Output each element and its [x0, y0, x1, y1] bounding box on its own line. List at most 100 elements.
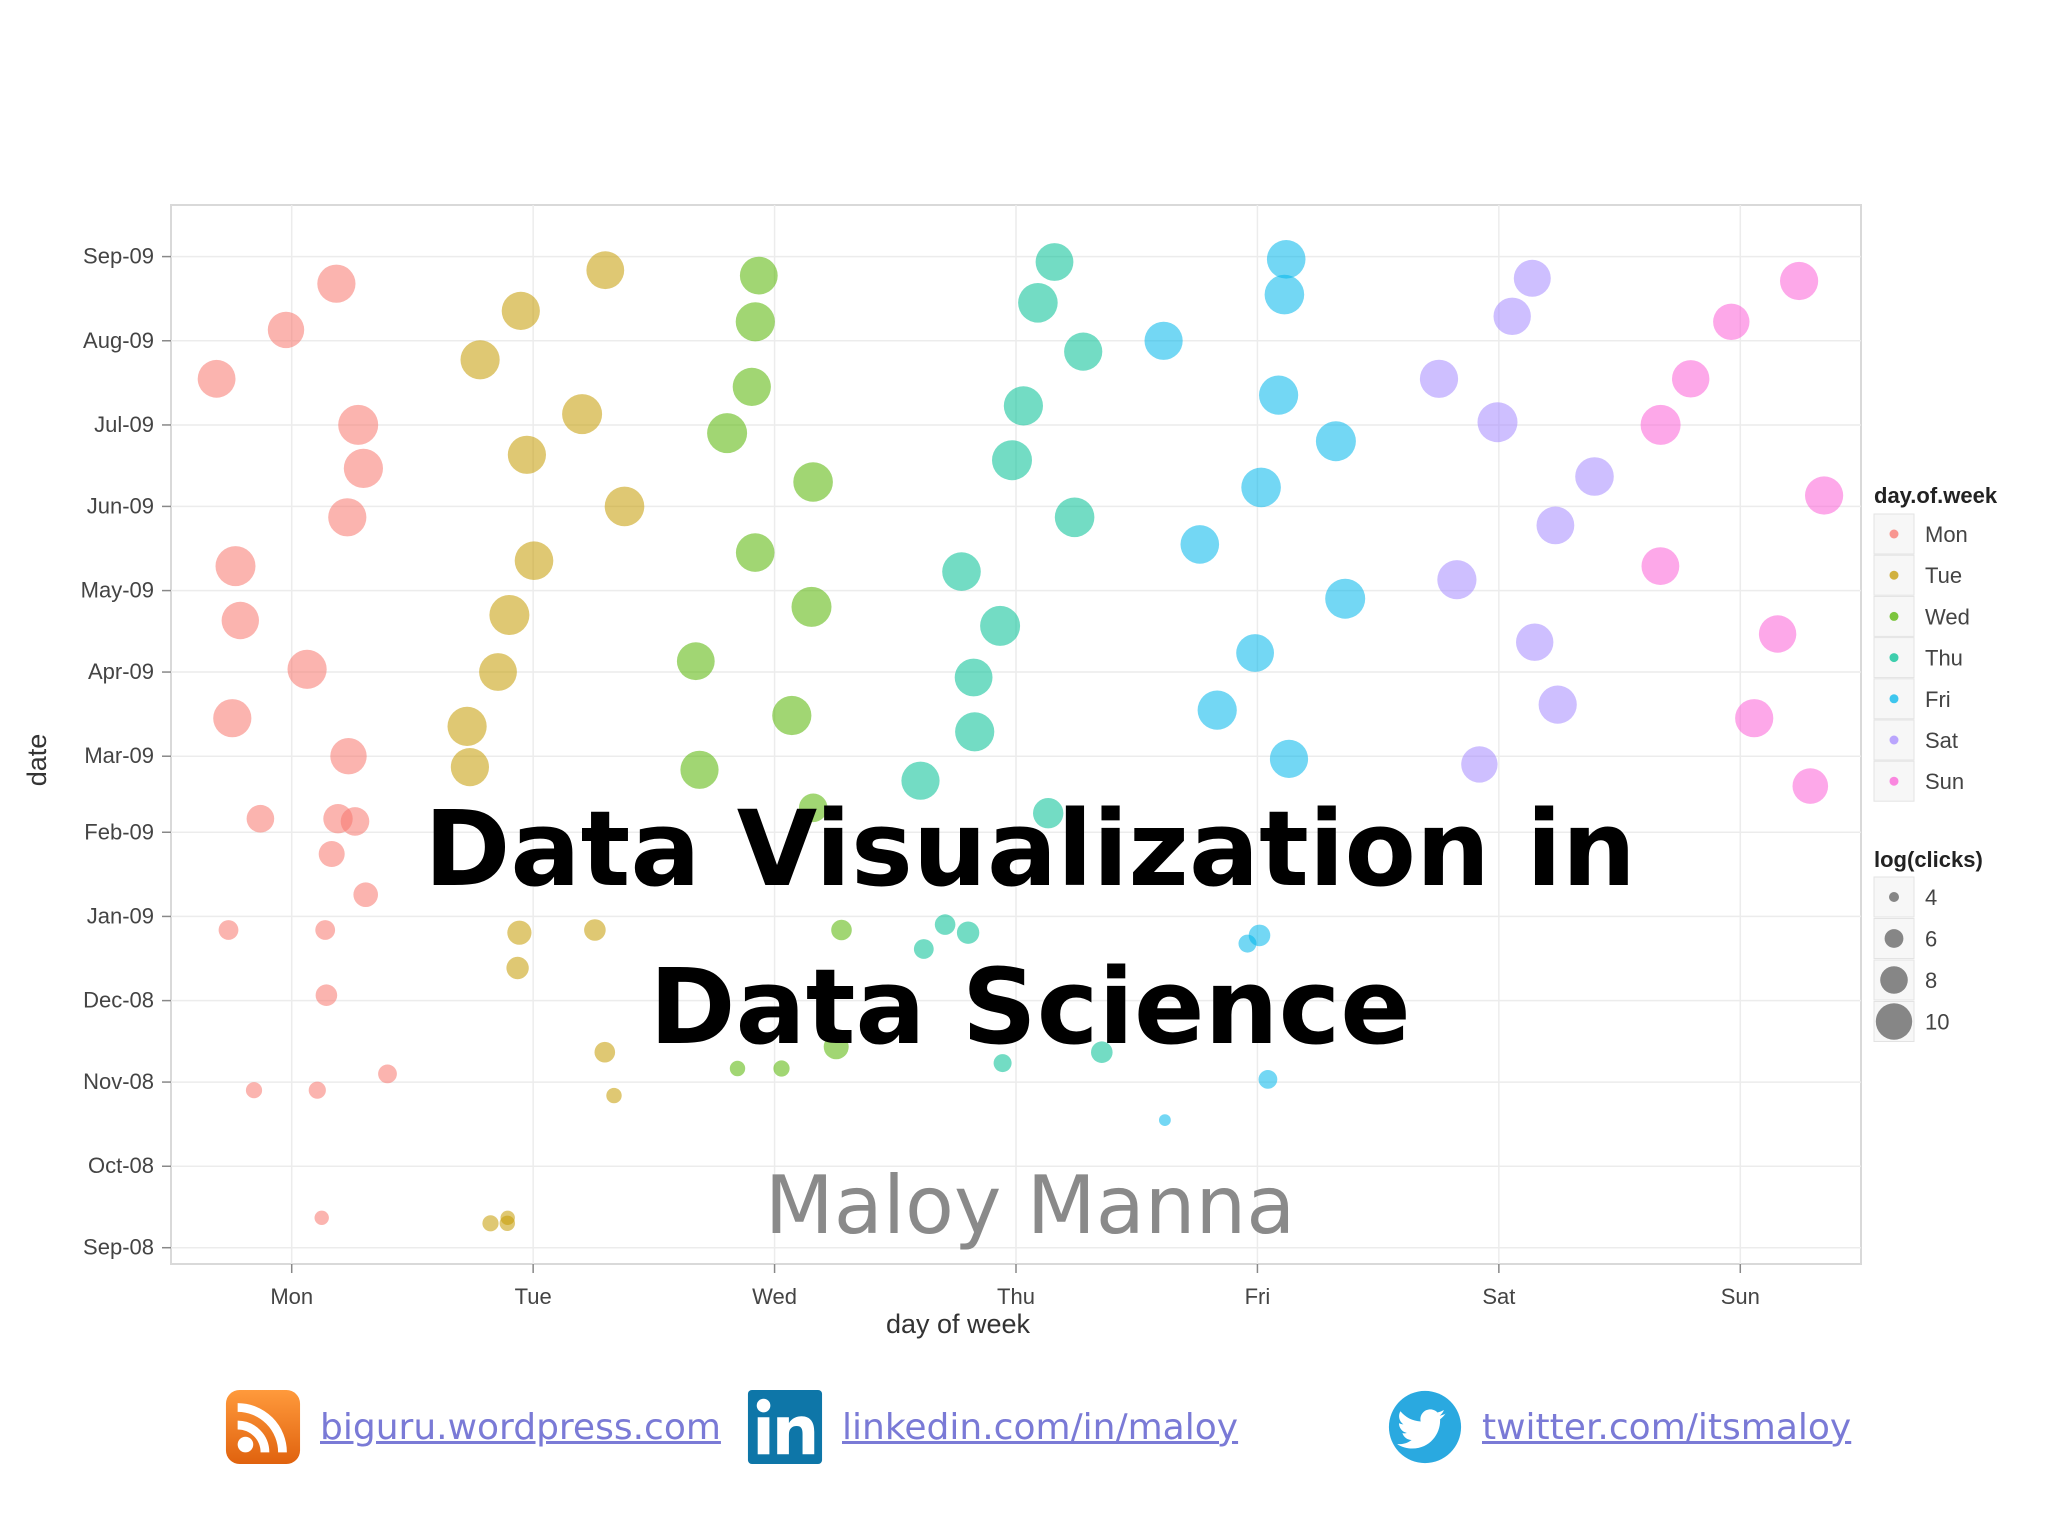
- y-tick-label: Sep-08: [83, 1235, 154, 1260]
- data-point-wed: [735, 533, 775, 572]
- data-point-mon: [353, 882, 379, 907]
- data-point-fri: [1315, 421, 1356, 462]
- data-point-thu: [934, 914, 956, 935]
- y-tick-label: May-09: [81, 578, 154, 603]
- author-name: Maloy Manna: [764, 1159, 1296, 1252]
- data-point-mon: [328, 498, 367, 537]
- legend-label: Mon: [1925, 522, 1968, 547]
- twitter-link[interactable]: twitter.com/itsmaloy: [1386, 1385, 1851, 1469]
- x-tick-label: Mon: [270, 1284, 313, 1309]
- y-axis-title: date: [22, 734, 52, 787]
- legend-swatch: [1889, 611, 1899, 621]
- data-point-mon: [308, 1081, 326, 1099]
- data-point-tue: [500, 1210, 515, 1226]
- data-point-wed: [735, 302, 775, 342]
- data-point-fri: [1144, 321, 1183, 360]
- title-line-1: Data Visualization in: [424, 788, 1636, 910]
- data-point-sat: [1419, 359, 1459, 398]
- data-point-tue: [584, 919, 606, 941]
- data-point-thu: [901, 761, 940, 800]
- data-point-sat: [1513, 259, 1551, 297]
- legend-size-swatch: [1875, 1003, 1913, 1040]
- data-point-fri: [1258, 1070, 1278, 1089]
- blog-link-text[interactable]: biguru.wordpress.com: [320, 1406, 721, 1448]
- y-tick-label: Jun-09: [87, 493, 154, 518]
- x-tick-label: Tue: [515, 1284, 552, 1309]
- data-point-mon: [213, 699, 252, 738]
- data-point-mon: [315, 920, 336, 940]
- linkedin-link[interactable]: linkedin.com/in/maloy: [746, 1385, 1238, 1469]
- data-point-tue: [489, 595, 530, 635]
- data-point-mon: [218, 920, 239, 940]
- data-point-sun: [1780, 261, 1819, 301]
- data-point-mon: [314, 1210, 329, 1226]
- data-point-tue: [586, 251, 625, 290]
- y-tick-label: Dec-08: [83, 988, 154, 1013]
- data-point-fri: [1159, 1114, 1171, 1126]
- data-point-sat: [1538, 685, 1577, 724]
- data-point-mon: [343, 448, 383, 488]
- data-point-mon: [318, 841, 345, 867]
- legend-swatch: [1889, 653, 1899, 663]
- data-point-tue: [604, 486, 645, 527]
- x-tick-label: Wed: [752, 1284, 797, 1309]
- data-point-thu: [1054, 497, 1095, 538]
- data-point-wed: [773, 1060, 790, 1077]
- data-point-mon: [315, 984, 338, 1006]
- data-point-sat: [1437, 560, 1477, 600]
- data-point-tue: [606, 1087, 622, 1104]
- data-point-wed: [729, 1060, 746, 1077]
- data-point-tue: [594, 1041, 616, 1063]
- x-axis-ticks: Mon Tue Wed Thu Fri Sat Sun: [270, 1264, 1760, 1309]
- data-point-thu: [1091, 1041, 1113, 1063]
- x-tick-label: Sun: [1721, 1284, 1760, 1309]
- data-point-thu: [956, 921, 980, 944]
- blog-link[interactable]: biguru.wordpress.com: [224, 1385, 721, 1469]
- linkedin-link-text[interactable]: linkedin.com/in/maloy: [842, 1406, 1239, 1448]
- data-point-thu: [1018, 283, 1058, 323]
- legend-label: 4: [1925, 885, 1937, 910]
- data-point-thu: [1035, 243, 1074, 281]
- legend-key: [1873, 637, 1915, 679]
- data-point-tue: [501, 291, 540, 330]
- legend-swatch: [1889, 570, 1899, 580]
- data-point-wed: [680, 750, 719, 789]
- data-point-sat: [1575, 457, 1614, 496]
- x-axis-title: day of week: [886, 1309, 1031, 1339]
- data-point-sat: [1536, 506, 1575, 545]
- y-tick-label: Nov-08: [83, 1069, 154, 1094]
- data-point-sun: [1805, 476, 1844, 515]
- data-point-thu: [954, 658, 993, 697]
- legend-size-swatch: [1880, 966, 1908, 994]
- data-point-fri: [1236, 634, 1274, 672]
- legend-label: Tue: [1925, 563, 1962, 588]
- legend-label: 10: [1925, 1010, 1949, 1035]
- data-point-tue: [447, 706, 487, 747]
- data-point-thu: [992, 440, 1032, 481]
- data-point-fri: [1266, 239, 1306, 279]
- legend-swatch: [1889, 694, 1899, 704]
- data-point-sat: [1493, 297, 1531, 335]
- data-point-fri: [1259, 375, 1299, 415]
- data-point-wed: [772, 695, 812, 736]
- legend-label: Fri: [1925, 687, 1951, 712]
- data-point-sat: [1461, 746, 1498, 783]
- slide-title: Data Visualization in Data Science: [300, 770, 1760, 1086]
- data-point-sun: [1758, 615, 1797, 653]
- x-tick-label: Thu: [997, 1284, 1035, 1309]
- data-point-sun: [1713, 303, 1750, 340]
- data-point-sun: [1641, 547, 1680, 585]
- twitter-link-text[interactable]: twitter.com/itsmaloy: [1482, 1406, 1852, 1448]
- data-point-fri: [1269, 739, 1309, 779]
- legend: day.of.week Mon Tue Wed Thu Fri Sat Sun log(clic…: [1873, 483, 1998, 1042]
- data-point-wed: [831, 919, 852, 941]
- y-tick-label: Jan-09: [87, 903, 154, 928]
- data-point-fri: [1248, 924, 1271, 947]
- data-points: [197, 239, 1844, 1232]
- data-point-fri: [1264, 274, 1305, 315]
- data-point-tue: [506, 956, 529, 980]
- data-point-wed: [798, 793, 828, 823]
- data-point-thu: [913, 939, 934, 959]
- data-point-wed: [732, 367, 771, 406]
